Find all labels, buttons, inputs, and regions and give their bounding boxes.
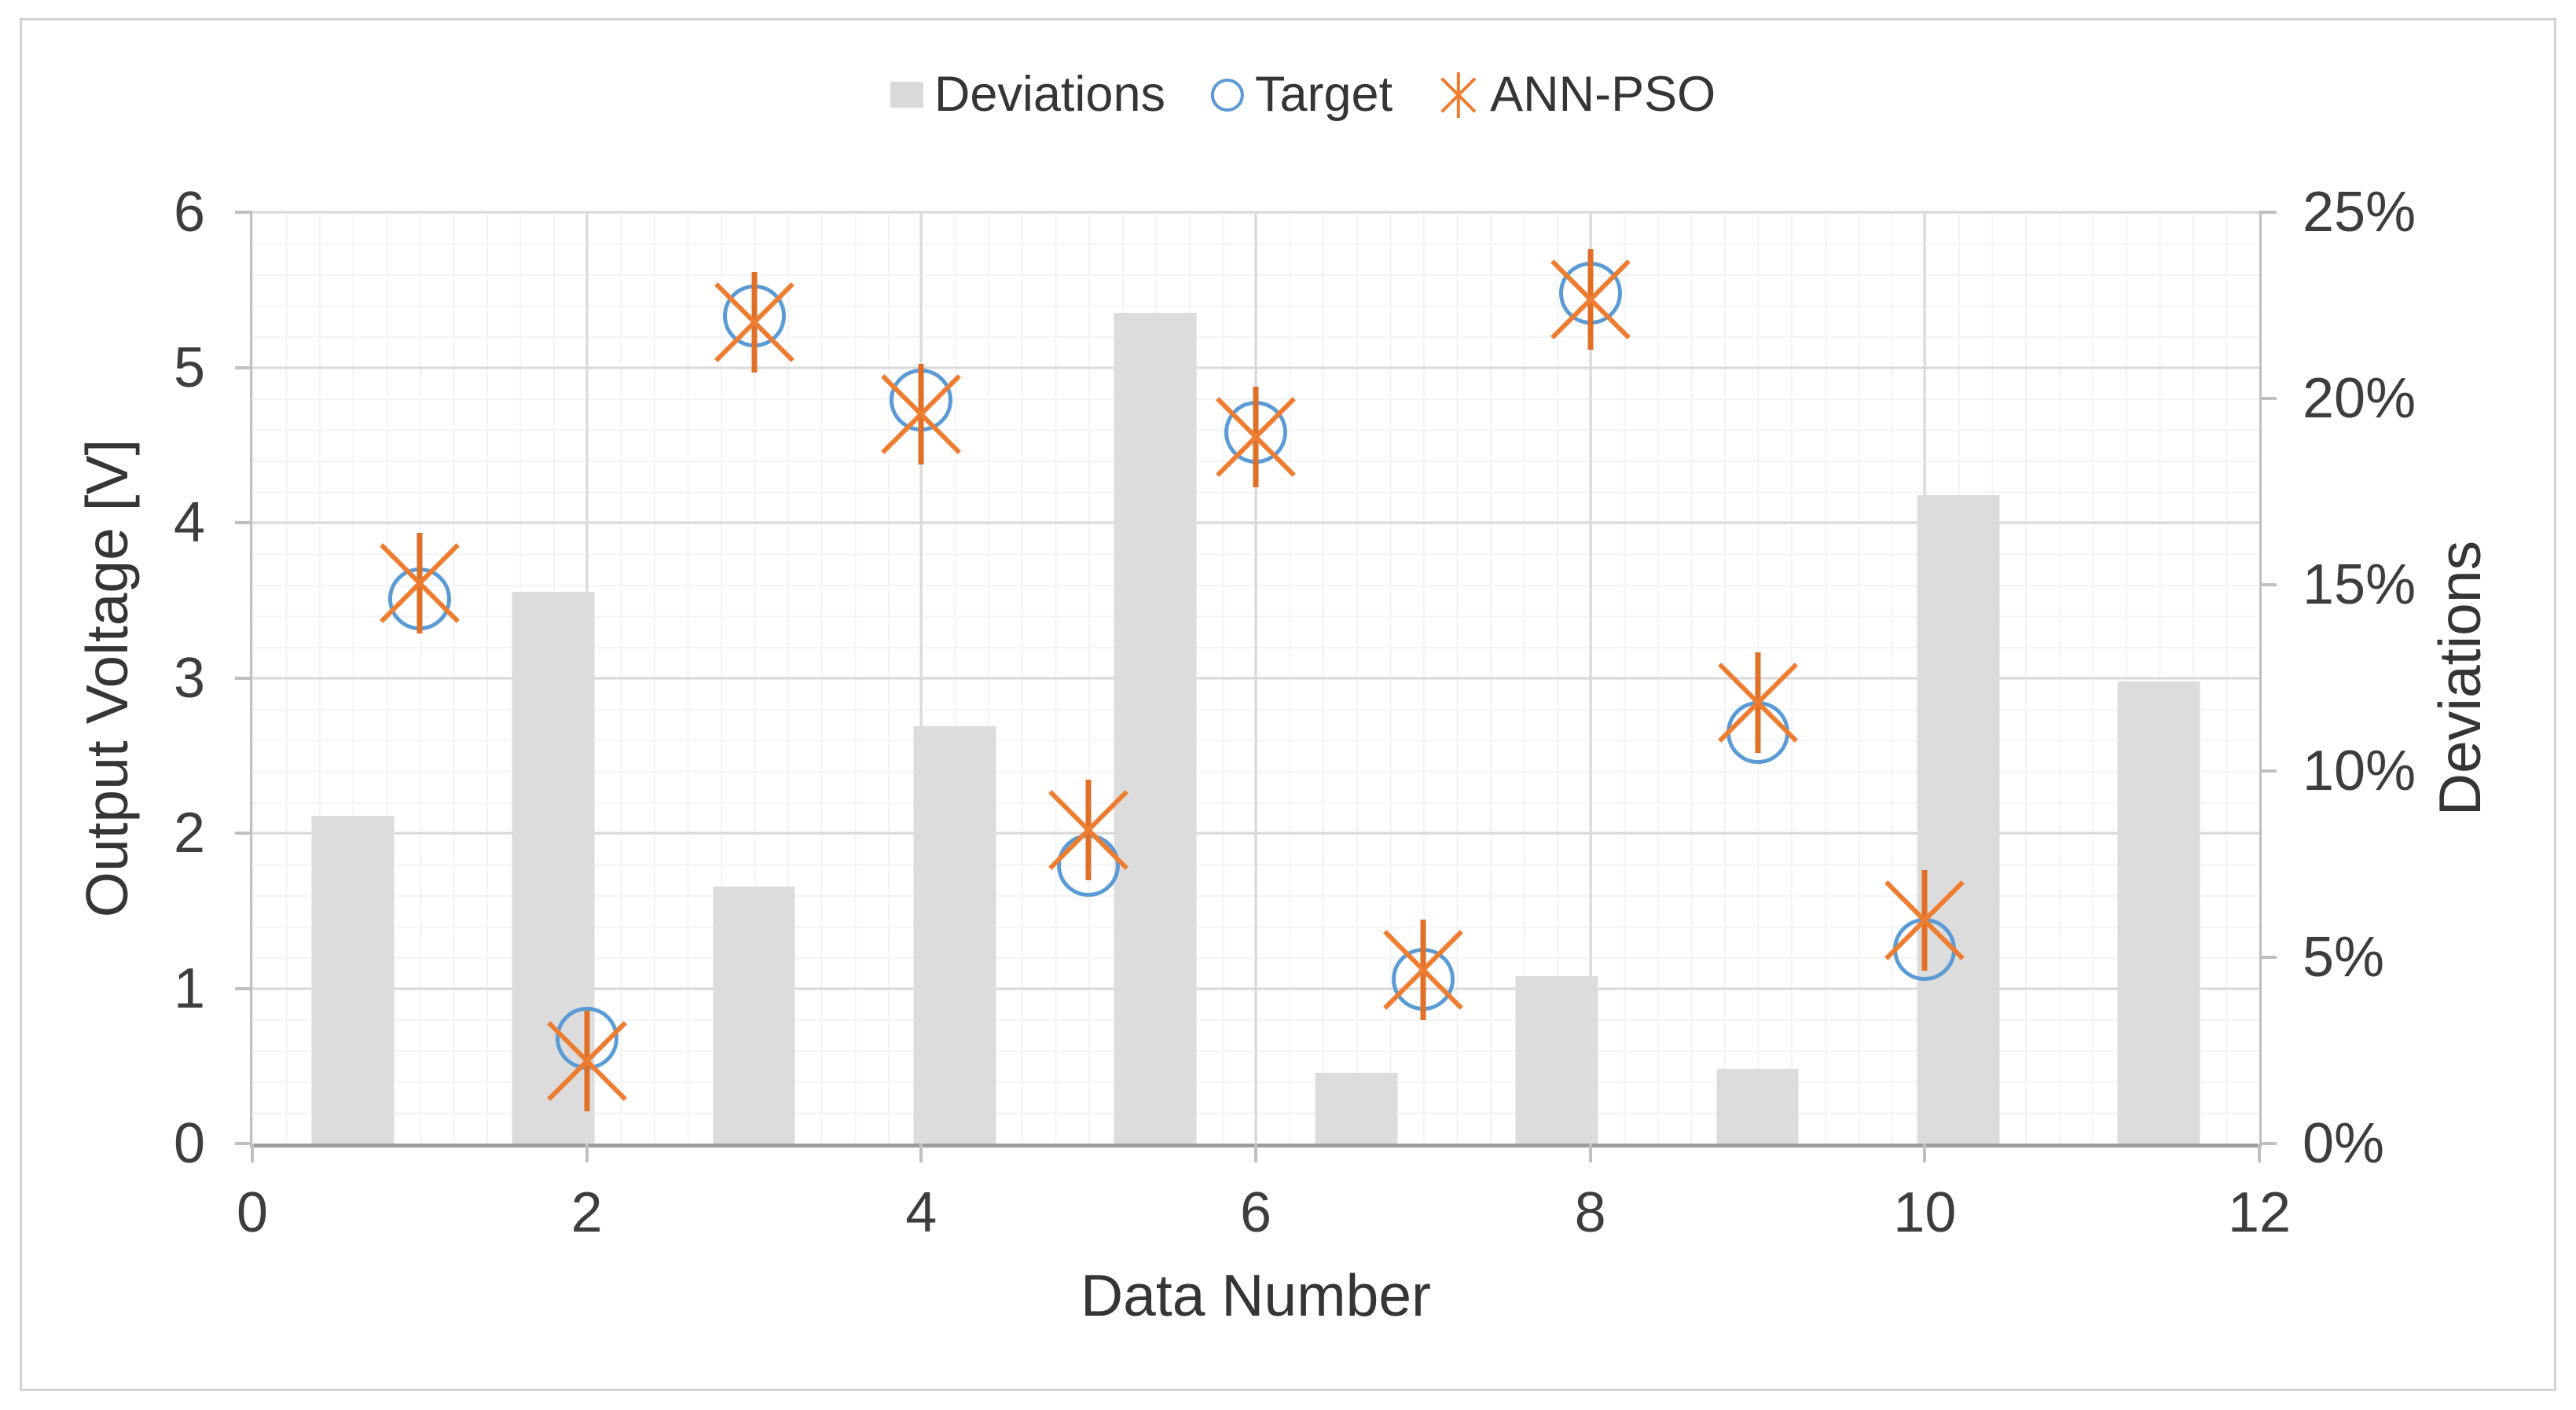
- y-axis-right-tick-label: 15%: [2303, 553, 2416, 616]
- y-axis-right-tick-label: 25%: [2303, 181, 2416, 244]
- y-axis-right-tick: [2259, 956, 2277, 959]
- x-axis-tick: [251, 1144, 254, 1162]
- y-axis-left-tick: [235, 211, 252, 214]
- deviation-bar: [2117, 681, 2200, 1144]
- x-axis-tick-label: 2: [571, 1181, 603, 1244]
- vertical-gridline: [1589, 212, 1592, 1144]
- x-axis-tick: [919, 1144, 923, 1162]
- ann-pso-point: [1717, 652, 1799, 754]
- deviation-bar: [1917, 495, 2000, 1144]
- x-axis-tick-label: 12: [2227, 1181, 2292, 1244]
- y-axis-right-tick-label: 5%: [2303, 926, 2385, 989]
- legend-label-ann-pso: ANN-PSO: [1490, 67, 1716, 122]
- circle-marker-icon: [1211, 78, 1244, 112]
- y-axis-left-tick-label: 6: [173, 181, 205, 244]
- ann-pso-point: [714, 272, 795, 373]
- y-axis-title-right: Deviations: [2427, 540, 2493, 816]
- legend-item-deviations: Deviations: [890, 67, 1165, 122]
- y-axis-right-tick-label: 0%: [2303, 1112, 2385, 1175]
- ann-pso-point: [1550, 248, 1631, 350]
- y-axis-left-tick-label: 2: [173, 802, 205, 865]
- deviation-bar: [1114, 312, 1197, 1144]
- x-axis-tick-label: 6: [1239, 1181, 1272, 1244]
- deviation-bar: [311, 815, 394, 1144]
- x-axis-tick: [1254, 1144, 1257, 1162]
- y-axis-right-tick: [2259, 397, 2277, 400]
- ann-pso-point: [1215, 387, 1297, 488]
- y-axis-left-tick-label: 3: [173, 646, 205, 710]
- x-axis-tick: [1588, 1144, 1592, 1162]
- deviation-bar: [1515, 975, 1598, 1144]
- y-axis-left-tick: [235, 676, 252, 680]
- vertical-gridline: [919, 212, 923, 1144]
- plot-area: 0 1 2 3 4 5 6 0% 5% 10% 15% 20% 25% 0 2 4 6 8 10 12 Output …: [74, 184, 2493, 1328]
- y-axis-right-tick-label: 10%: [2303, 740, 2416, 802]
- ann-pso-point: [880, 363, 962, 464]
- deviation-bar: [913, 726, 996, 1144]
- ann-pso-point: [1382, 919, 1464, 1020]
- y-axis-right-tick: [2259, 583, 2277, 586]
- y-axis-left-tick: [235, 521, 252, 524]
- ann-pso-point: [1884, 869, 1965, 971]
- y-axis-left-tick-label: 0: [173, 1112, 205, 1175]
- deviation-bar: [1315, 1072, 1398, 1144]
- y-axis-left-tick: [235, 832, 252, 835]
- legend-item-target: Target: [1211, 67, 1393, 122]
- y-axis-left-tick-label: 1: [173, 957, 205, 1020]
- legend-label-target: Target: [1255, 67, 1393, 122]
- x-axis-tick: [2258, 1144, 2261, 1162]
- ann-pso-point: [1048, 780, 1129, 881]
- asterisk-marker-icon: [1438, 72, 1479, 118]
- deviation-bar: [1716, 1069, 1799, 1144]
- y-axis-right-tick: [2259, 211, 2277, 214]
- x-axis-tick: [585, 1144, 589, 1162]
- y-axis-right-tick-label: 20%: [2303, 367, 2416, 430]
- deviation-bar: [713, 886, 795, 1144]
- ann-pso-point: [379, 533, 461, 634]
- x-axis-tick: [1923, 1144, 1927, 1162]
- y-axis-right-tick: [2259, 1142, 2277, 1145]
- legend-label-deviations: Deviations: [934, 67, 1165, 122]
- ann-pso-point: [546, 1011, 628, 1112]
- legend-item-ann-pso: ANN-PSO: [1438, 67, 1716, 122]
- y-axis-left-tick-label: 4: [173, 491, 205, 554]
- y-axis-left-tick: [235, 365, 252, 369]
- y-axis-title-left: Output Voltage [V]: [74, 439, 140, 917]
- x-axis-tick-label: 8: [1574, 1181, 1606, 1244]
- y-axis-left-tick: [235, 1142, 252, 1145]
- x-axis-title: Data Number: [1080, 1262, 1432, 1328]
- y-axis-right-tick: [2259, 769, 2277, 773]
- chart-legend: Deviations Target ANN-PSO: [890, 67, 1716, 122]
- y-axis-left-tick: [235, 986, 252, 990]
- x-axis-tick-label: 4: [905, 1181, 938, 1244]
- vertical-gridline: [1254, 212, 1257, 1144]
- x-axis-tick-label: 10: [1893, 1181, 1957, 1244]
- x-axis-tick-label: 0: [236, 1181, 269, 1244]
- bar-swatch-icon: [890, 82, 923, 108]
- y-axis-left-tick-label: 5: [173, 336, 205, 399]
